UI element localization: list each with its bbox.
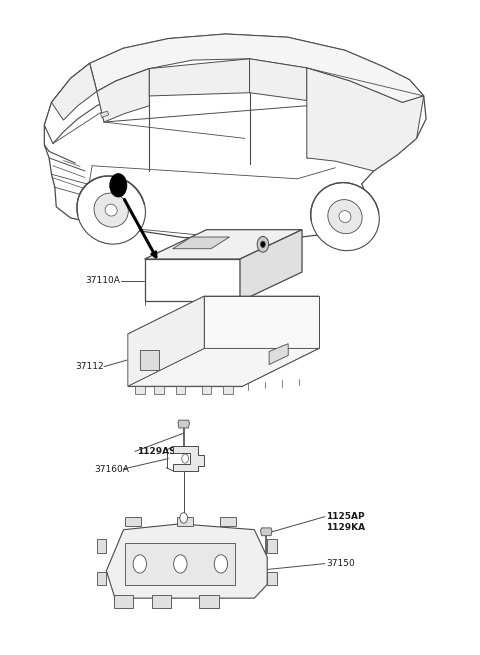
Polygon shape <box>97 572 107 585</box>
Polygon shape <box>128 296 204 386</box>
Polygon shape <box>128 334 242 386</box>
Polygon shape <box>107 524 267 598</box>
Polygon shape <box>220 517 236 527</box>
Text: 1129KA: 1129KA <box>326 523 365 533</box>
Polygon shape <box>144 230 302 259</box>
Ellipse shape <box>94 193 128 227</box>
Polygon shape <box>307 68 424 171</box>
Ellipse shape <box>105 204 117 216</box>
Polygon shape <box>199 595 218 608</box>
Polygon shape <box>128 348 319 386</box>
Circle shape <box>261 241 265 248</box>
Ellipse shape <box>328 200 362 234</box>
Polygon shape <box>44 34 426 240</box>
Polygon shape <box>154 386 164 394</box>
Circle shape <box>133 555 146 573</box>
Polygon shape <box>240 230 302 301</box>
Polygon shape <box>223 386 233 394</box>
Polygon shape <box>176 386 185 394</box>
Polygon shape <box>125 543 235 585</box>
Polygon shape <box>51 64 97 120</box>
Circle shape <box>257 236 269 252</box>
Circle shape <box>214 555 228 573</box>
Polygon shape <box>173 446 204 471</box>
Polygon shape <box>114 595 132 608</box>
Polygon shape <box>204 296 319 348</box>
Text: 37150: 37150 <box>326 559 355 568</box>
Text: 37160A: 37160A <box>95 464 129 474</box>
Polygon shape <box>242 296 319 386</box>
Polygon shape <box>261 528 272 536</box>
Polygon shape <box>101 111 109 117</box>
Polygon shape <box>144 259 240 301</box>
Polygon shape <box>44 64 149 143</box>
Polygon shape <box>269 344 288 365</box>
Polygon shape <box>128 296 319 334</box>
Polygon shape <box>250 59 307 100</box>
Circle shape <box>174 555 187 573</box>
Text: 37112: 37112 <box>75 362 104 371</box>
Text: 37110A: 37110A <box>85 276 120 285</box>
Ellipse shape <box>311 183 379 251</box>
Circle shape <box>110 174 127 197</box>
Polygon shape <box>97 69 149 122</box>
Polygon shape <box>178 420 190 428</box>
Polygon shape <box>90 34 424 102</box>
Circle shape <box>182 454 189 463</box>
Polygon shape <box>152 595 171 608</box>
Ellipse shape <box>77 176 145 244</box>
Polygon shape <box>124 517 141 527</box>
Polygon shape <box>149 59 250 96</box>
Polygon shape <box>97 540 107 553</box>
Polygon shape <box>173 237 229 249</box>
Polygon shape <box>177 517 193 527</box>
Ellipse shape <box>339 211 351 223</box>
Polygon shape <box>202 386 211 394</box>
Circle shape <box>180 513 188 523</box>
Polygon shape <box>267 572 277 585</box>
Polygon shape <box>135 386 144 394</box>
Polygon shape <box>267 540 277 553</box>
Polygon shape <box>140 350 159 370</box>
Text: 1129AS: 1129AS <box>137 447 176 456</box>
Text: 1125AP: 1125AP <box>326 512 364 521</box>
